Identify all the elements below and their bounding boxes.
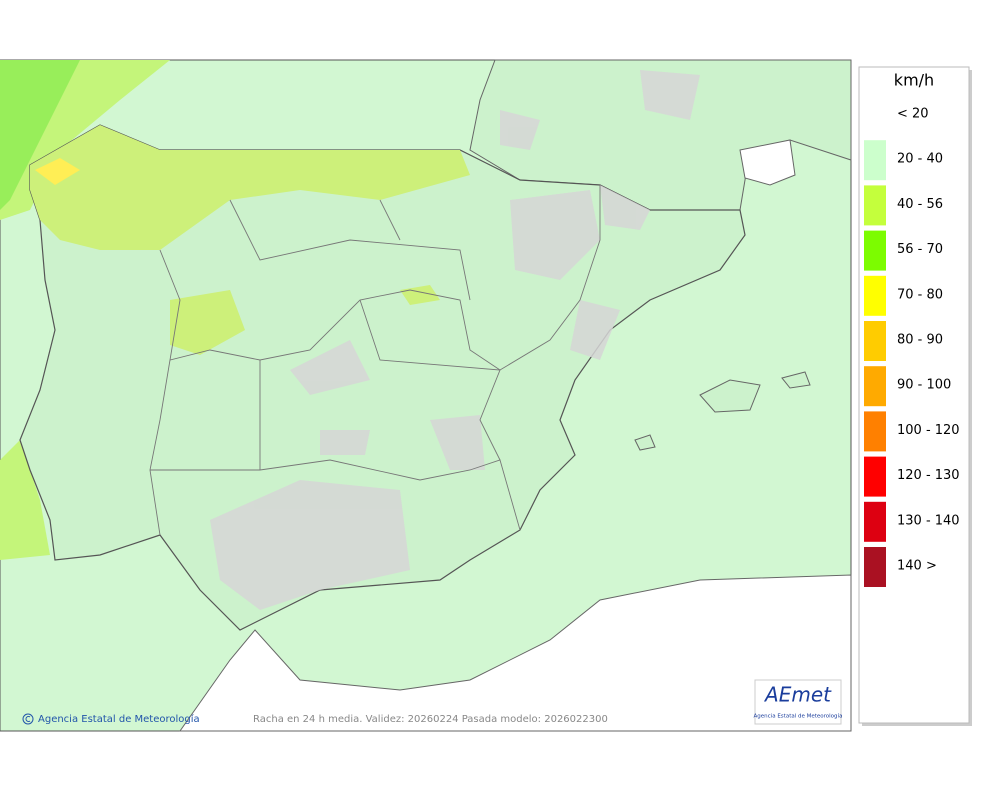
island — [739, 139, 796, 186]
wind-zone — [35, 158, 80, 185]
copyright-icon — [25, 716, 31, 722]
legend-label: < 20 — [897, 107, 929, 122]
wind-zone — [170, 290, 245, 355]
legend: km/h < 20 20 - 40 40 - 56 56 - 70 70 - 80 80 … — [858, 66, 972, 726]
legend-swatch — [864, 140, 886, 181]
legend-swatch — [864, 547, 886, 587]
legend-swatch — [864, 501, 886, 542]
legend-label: 90 - 100 — [897, 378, 951, 393]
legend-swatch — [864, 366, 886, 407]
island — [634, 434, 656, 451]
logo: AEmet Agencia Estatal de Meteorología — [754, 679, 843, 725]
wind-zone — [30, 125, 470, 250]
credit: Agencia Estatal de Meteorología — [38, 713, 200, 725]
legend-swatch — [864, 456, 886, 497]
legend-label: 130 - 140 — [897, 513, 960, 528]
legend-swatch — [864, 411, 886, 452]
legend-label: 80 - 90 — [897, 333, 943, 348]
legend-swatch — [864, 95, 886, 135]
legend-label: 100 - 120 — [897, 423, 960, 438]
legend-swatch — [864, 275, 886, 316]
legend-label: 20 - 40 — [897, 152, 943, 167]
legend-title: km/h — [894, 71, 934, 90]
legend-label: 56 - 70 — [897, 242, 943, 257]
footer: Agencia Estatal de Meteorología Racha en… — [22, 713, 608, 725]
caption: Racha en 24 h media. Validez: 20260224 P… — [253, 714, 608, 725]
island — [781, 371, 811, 389]
legend-label: 70 - 80 — [897, 287, 943, 302]
africa — [179, 574, 852, 732]
legend-label: 40 - 56 — [897, 197, 943, 212]
relief — [210, 70, 700, 610]
legend-swatch — [864, 321, 886, 361]
copyright-icon — [22, 713, 34, 725]
logo-name: AEmet — [763, 683, 832, 707]
wind-zone — [0, 60, 80, 210]
legend-swatch — [864, 185, 886, 226]
legend-label: 120 - 130 — [897, 468, 960, 483]
borders — [149, 185, 601, 536]
map — [0, 59, 852, 732]
logo-subtitle: Agencia Estatal de Meteorología — [754, 713, 843, 720]
wind-zone — [0, 440, 50, 560]
legend-swatch — [864, 230, 886, 271]
legend-label: 140 > — [897, 559, 937, 574]
island — [699, 379, 761, 413]
logo-box — [754, 679, 842, 725]
